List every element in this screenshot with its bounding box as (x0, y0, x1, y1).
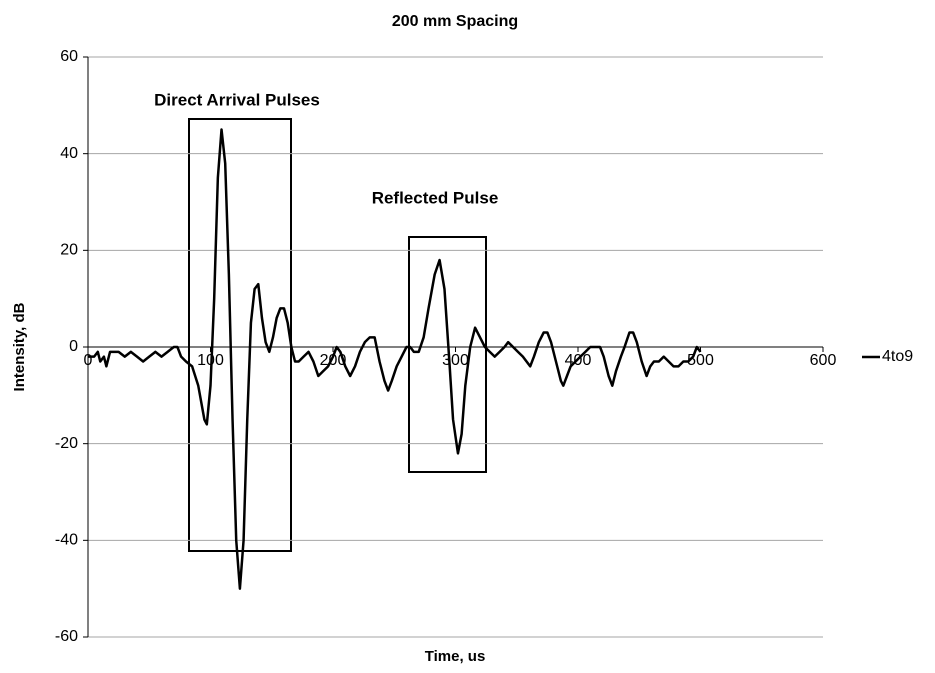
x-tick-label: 300 (442, 352, 469, 369)
x-tick-label: 600 (810, 352, 837, 369)
x-tick-label: 0 (84, 352, 93, 369)
data-line (88, 128, 702, 590)
annotation: Reflected Pulse (372, 188, 499, 207)
annotation: Direct Arrival Pulses (154, 90, 320, 109)
y-tick-label: 40 (60, 145, 78, 162)
y-tick-label: -60 (55, 628, 78, 645)
y-tick-label: -40 (55, 532, 78, 549)
y-tick-label: 60 (60, 48, 78, 65)
y-tick-label: 0 (69, 338, 78, 355)
x-axis-label: Time, us (425, 648, 486, 665)
chart-title: 200 mm Spacing (392, 13, 518, 30)
x-tick-label: 500 (687, 352, 714, 369)
annotation-box (408, 236, 487, 473)
y-tick-label: 20 (60, 242, 78, 259)
x-tick-label: 200 (320, 352, 347, 369)
annotation-box (188, 118, 292, 552)
y-tick-label: -20 (55, 435, 78, 452)
y-axis-label: Intensity, dB (11, 302, 28, 391)
legend-label: 4to9 (882, 348, 913, 365)
